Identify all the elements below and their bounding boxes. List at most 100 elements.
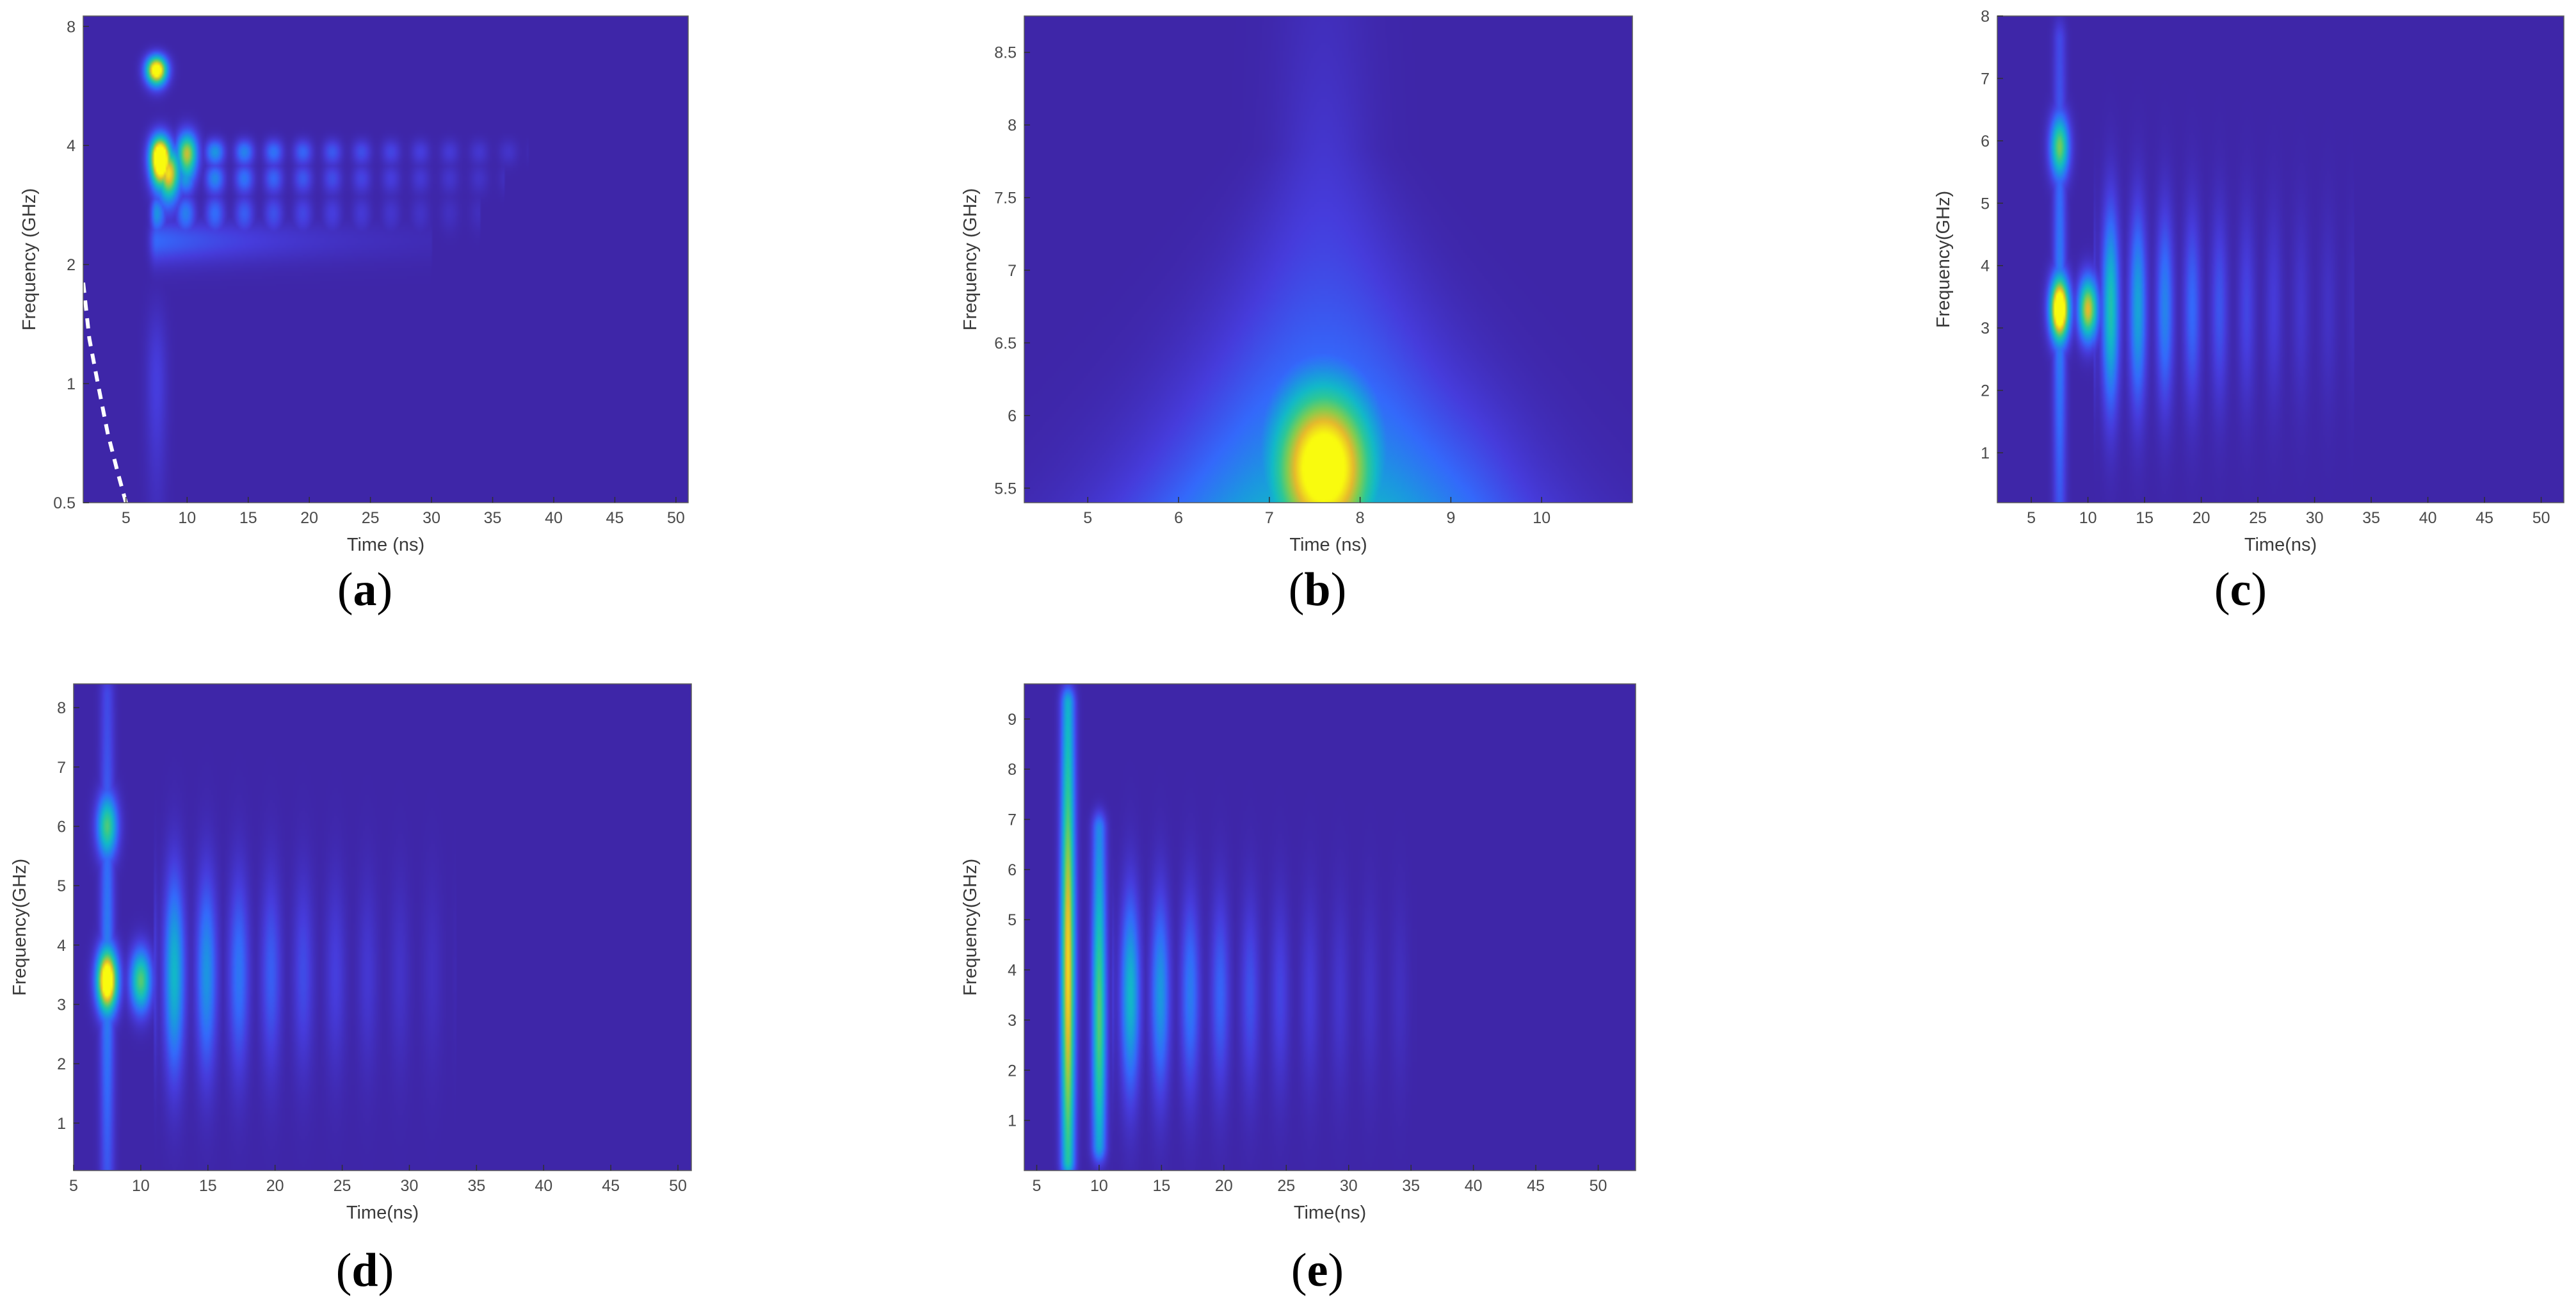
y-tick-label: 0.5 — [53, 494, 76, 512]
spectrogram-image — [74, 684, 691, 1171]
plot-frame — [1024, 683, 1636, 1171]
x-tick-label: 5 — [122, 509, 131, 527]
x-tick-label: 15 — [2136, 509, 2153, 527]
panel-label-open-paren: ( — [1289, 564, 1305, 616]
x-tick-label: 5 — [69, 1177, 78, 1195]
x-axis-title: Time (ns) — [347, 535, 424, 555]
y-tick-label: 6 — [1981, 133, 1990, 150]
x-tick-label: 30 — [1340, 1177, 1358, 1195]
y-tick-label: 7 — [57, 759, 66, 777]
x-tick-label: 30 — [423, 509, 440, 527]
panel-a: 5 10 15 20 25 30 35 40 45 50 0.5 1 2 4 8 Time (ns) Frequ… — [19, 15, 689, 616]
y-tick-label: 4 — [57, 937, 66, 955]
y-tick-label: 2 — [1008, 1062, 1017, 1080]
x-tick-label: 20 — [2193, 509, 2210, 527]
panel-label-letter: a — [353, 564, 377, 616]
panel-label: (e) — [1291, 1244, 1344, 1297]
panel-d: 5 10 15 20 25 30 35 40 45 5012345678Time(ns)Frequ… — [10, 683, 692, 1297]
y-tick-label: 3 — [1008, 1012, 1017, 1030]
y-tick-label: 1 — [1008, 1112, 1017, 1130]
x-tick-label: 20 — [300, 509, 318, 527]
x-tick-label: 15 — [239, 509, 257, 527]
spectrogram-image — [1024, 684, 1636, 1171]
spectrogram-image — [83, 16, 688, 503]
panel-c: 5 10 15 20 25 30 35 40 45 5012345678Time(ns)Frequ… — [1933, 8, 2564, 616]
dashed-curve — [81, 282, 128, 503]
panel-label-close-paren: ) — [377, 564, 393, 616]
x-axis-title: Time(ns) — [346, 1203, 419, 1223]
y-tick-label: 8.5 — [994, 44, 1017, 62]
x-tick-label: 25 — [334, 1177, 351, 1195]
spectrogram-image — [1024, 16, 1632, 503]
y-tick-label: 7 — [1981, 70, 1990, 88]
spectrogram-image — [1997, 16, 2564, 503]
plot-frame — [1024, 15, 1633, 503]
x-tick-label: 10 — [2079, 509, 2097, 527]
y-axis-title: Frequency (GHz) — [19, 188, 40, 330]
y-axis-title: Frequency(GHz) — [10, 859, 30, 996]
panel-label: (a) — [337, 564, 392, 616]
y-tick-label: 5 — [57, 877, 66, 895]
y-axis-title: Frequency(GHz) — [1933, 191, 1954, 328]
x-tick-label: 45 — [606, 509, 624, 527]
y-tick-label: 3 — [1981, 320, 1990, 337]
y-tick-label: 1 — [1981, 444, 1990, 462]
y-tick-label: 8 — [1008, 761, 1017, 779]
plot-frame — [73, 683, 692, 1171]
x-tick-label: 40 — [535, 1177, 552, 1195]
x-tick-label: 7 — [1265, 509, 1274, 527]
x-tick-label: 6 — [1174, 509, 1183, 527]
y-tick-label: 8 — [67, 18, 76, 36]
y-tick-label: 4 — [1981, 257, 1990, 275]
y-tick-label: 7.5 — [994, 190, 1017, 207]
x-tick-label: 25 — [2249, 509, 2267, 527]
panel-label-close-paren: ) — [1331, 564, 1347, 616]
y-tick-label: 5 — [1008, 911, 1017, 929]
x-tick-label: 50 — [669, 1177, 687, 1195]
x-tick-label: 9 — [1446, 509, 1455, 527]
x-tick-label: 40 — [1465, 1177, 1483, 1195]
x-tick-label: 10 — [178, 509, 196, 527]
x-axis-title: Time (ns) — [1289, 535, 1367, 555]
panel-label: (c) — [2214, 564, 2267, 616]
plot-frame — [1997, 15, 2564, 503]
y-tick-label: 8 — [1008, 117, 1017, 134]
x-tick-label: 35 — [2362, 509, 2380, 527]
x-tick-label: 25 — [362, 509, 380, 527]
x-tick-label: 15 — [1152, 1177, 1170, 1195]
y-tick-label: 6 — [1008, 407, 1017, 425]
x-tick-label: 45 — [1527, 1177, 1545, 1195]
x-tick-label: 35 — [467, 1177, 485, 1195]
panel-label-open-paren: ( — [336, 1244, 352, 1297]
y-tick-label: 2 — [67, 256, 76, 274]
x-tick-label: 10 — [1533, 509, 1550, 527]
x-tick-label: 10 — [1090, 1177, 1108, 1195]
y-axis-title: Frequency(GHz) — [960, 859, 981, 996]
x-tick-label: 50 — [2532, 509, 2550, 527]
plot-frame — [83, 15, 689, 503]
panel-label: (d) — [336, 1244, 394, 1297]
x-tick-label: 40 — [2419, 509, 2437, 527]
panel-label-letter: c — [2230, 564, 2251, 616]
x-tick-label: 8 — [1356, 509, 1365, 527]
y-tick-label: 3 — [57, 996, 66, 1014]
x-tick-label: 20 — [266, 1177, 284, 1195]
x-tick-label: 50 — [667, 509, 685, 527]
panel-label-close-paren: ) — [2251, 564, 2267, 616]
y-tick-label: 7 — [1008, 811, 1017, 829]
y-tick-label: 6 — [1008, 861, 1017, 879]
x-tick-label: 5 — [1033, 1177, 1042, 1195]
panel-label-letter: d — [351, 1244, 378, 1297]
y-tick-label: 5.5 — [994, 480, 1017, 498]
y-tick-label: 4 — [1008, 962, 1017, 980]
x-tick-label: 45 — [2475, 509, 2493, 527]
x-axis-title: Time(ns) — [2244, 535, 2317, 555]
panel-label-letter: e — [1307, 1244, 1328, 1297]
y-axis-title: Frequency (GHz) — [960, 188, 981, 330]
x-tick-label: 35 — [484, 509, 502, 527]
panel-label-close-paren: ) — [378, 1244, 394, 1297]
y-tick-label: 8 — [1981, 8, 1990, 26]
panel-label-letter: b — [1304, 564, 1330, 616]
x-tick-label: 30 — [401, 1177, 419, 1195]
y-tick-label: 1 — [57, 1115, 66, 1133]
